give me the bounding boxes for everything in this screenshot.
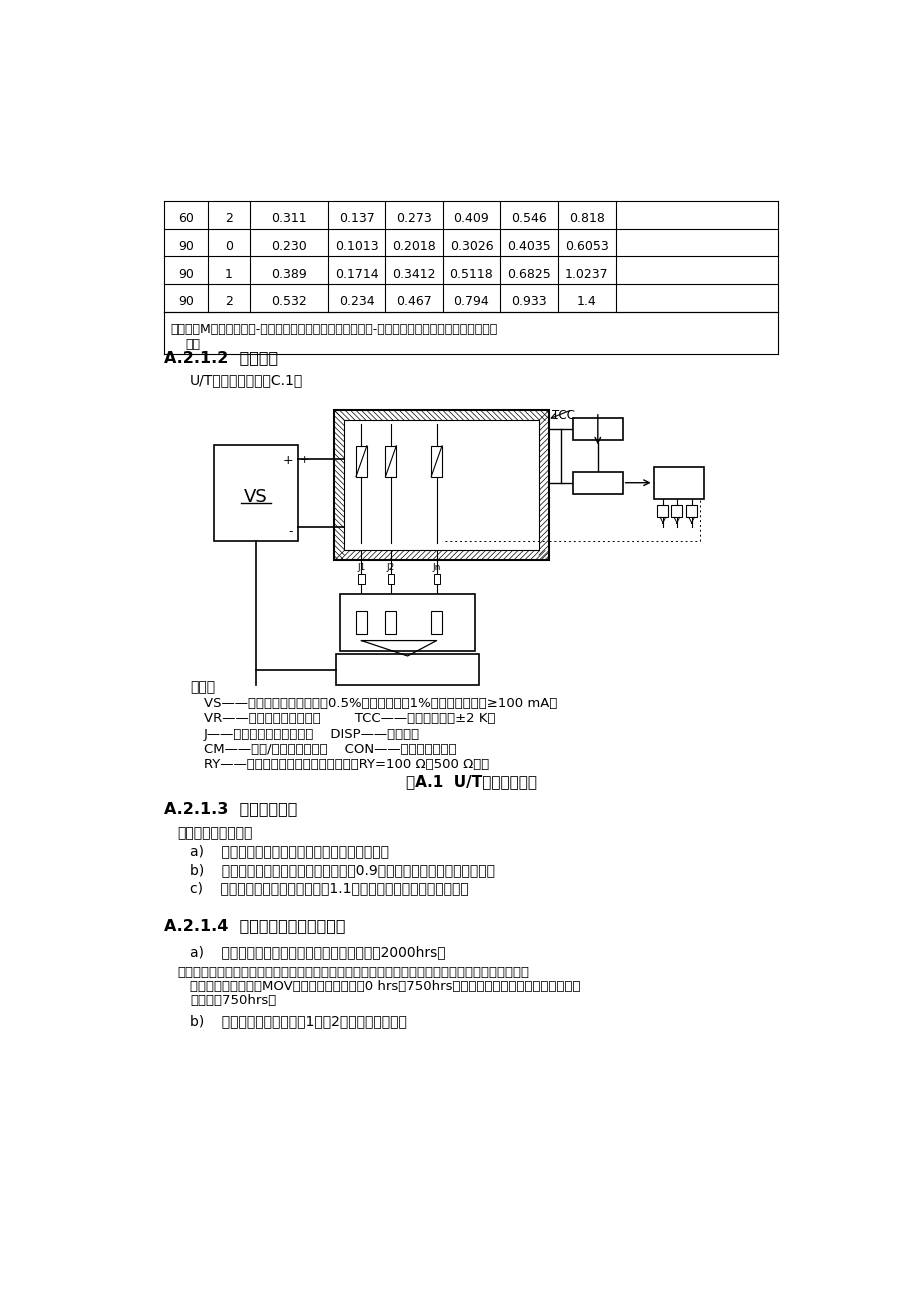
Text: a)    试验中超流继电器动作的样品，判定为失效；: a) 试验中超流继电器动作的样品，判定为失效； — [190, 845, 389, 858]
Text: VR: VR — [355, 426, 368, 435]
Bar — [339, 594, 475, 651]
Text: 0.389: 0.389 — [271, 267, 307, 280]
Text: 0.546: 0.546 — [511, 212, 547, 225]
Bar — [344, 421, 539, 551]
Text: 2: 2 — [225, 212, 233, 225]
Bar — [652, 466, 703, 499]
Text: CON: CON — [664, 477, 692, 490]
Text: 1: 1 — [225, 267, 233, 280]
Text: CM: CM — [587, 477, 607, 490]
Text: J——样品超流切断继电器；    DISP——显示屏；: J——样品超流切断继电器； DISP——显示屏； — [204, 728, 420, 741]
Text: J2: J2 — [386, 562, 394, 572]
Bar — [671, 505, 682, 517]
Text: 0.273: 0.273 — [396, 212, 432, 225]
Bar — [431, 611, 441, 634]
Text: VR: VR — [430, 426, 442, 435]
Text: 0.3412: 0.3412 — [392, 267, 436, 280]
Bar — [433, 574, 439, 585]
Text: 0.234: 0.234 — [338, 296, 374, 309]
Bar — [573, 471, 622, 493]
Text: U/T试验装置图见图C.1。: U/T试验装置图见图C.1。 — [190, 374, 303, 388]
Bar — [335, 655, 479, 685]
Text: 60: 60 — [177, 212, 194, 225]
Text: 0.818: 0.818 — [569, 212, 605, 225]
Text: 注：表中M级的累积元件-小时数用作计算其他各级累积元件-小时数的基准，它不是本表的构成项: 注：表中M级的累积元件-小时数用作计算其他各级累积元件-小时数的基准，它不是本表… — [170, 323, 497, 336]
Text: A.2.1.4  确定试验时间和样品数量: A.2.1.4 确定试验时间和样品数量 — [164, 918, 345, 934]
Bar — [573, 418, 622, 440]
Text: CM——电流/功率测量电路；    CON——超流检测电路；: CM——电流/功率测量电路； CON——超流检测电路； — [204, 743, 456, 756]
Text: 0.409: 0.409 — [453, 212, 489, 225]
Text: b)    样品数量：样品数量有1）、2）两种方案规定。: b) 样品数量：样品数量有1）、2）两种方案规定。 — [190, 1014, 406, 1029]
Bar — [356, 445, 367, 477]
Text: 应与随机干扰因素。MOV的早期失效出现在ﾈ0 hrs～750hrsﾉ试验时间内，因此寿命试验时间应: 应与随机干扰因素。MOV的早期失效出现在ﾈ0 hrs～750hrsﾉ试验时间内，… — [190, 980, 580, 993]
Bar — [385, 611, 396, 634]
Text: 0.794: 0.794 — [453, 296, 489, 309]
Text: VR——被试验压敏电阻器；        TCC——恒温试验筱，±2 K；: VR——被试验压敏电阻器； TCC——恒温试验筱，±2 K； — [204, 712, 495, 725]
Text: b)    试验后压敏电压测量値应等于或小于0.9倍初始値的样品，判定为失效；: b) 试验后压敏电压测量値应等于或小于0.9倍初始値的样品，判定为失效； — [190, 863, 494, 878]
Text: 0.532: 0.532 — [271, 296, 307, 309]
Text: 0.4035: 0.4035 — [506, 240, 550, 253]
Text: 0.467: 0.467 — [396, 296, 432, 309]
Text: A.2.1.2  试验装置: A.2.1.2 试验装置 — [164, 350, 278, 366]
Text: 0.1714: 0.1714 — [335, 267, 379, 280]
Text: 0.933: 0.933 — [511, 296, 547, 309]
Text: 90: 90 — [177, 296, 194, 309]
Text: VR: VR — [384, 426, 397, 435]
Text: 1.4: 1.4 — [576, 296, 596, 309]
Text: J1: J1 — [357, 562, 365, 572]
Text: 图A.1  U/T应力试验装置: 图A.1 U/T应力试验装置 — [405, 775, 537, 789]
Text: A.2.1.3  样品失效判据: A.2.1.3 样品失效判据 — [164, 802, 297, 816]
Bar — [358, 574, 364, 585]
Text: +: + — [282, 454, 293, 467]
Text: 0.5118: 0.5118 — [449, 267, 493, 280]
Text: Jn: Jn — [432, 562, 440, 572]
Text: 0.6825: 0.6825 — [506, 267, 550, 280]
Bar — [657, 505, 667, 517]
Text: 90: 90 — [177, 267, 194, 280]
Text: 样品失效判据如下：: 样品失效判据如下： — [176, 827, 252, 840]
Text: VS: VS — [244, 488, 267, 506]
Text: 说明：: 说明： — [190, 680, 215, 694]
Text: Jn: Jn — [686, 505, 695, 514]
Text: RY: RY — [356, 596, 367, 605]
Bar — [388, 574, 393, 585]
Text: c)    试验后限制电压値等于或大于1.1倍初始値的样品，判定为失效。: c) 试验后限制电压値等于或大于1.1倍初始値的样品，判定为失效。 — [190, 881, 469, 896]
Text: 0.2018: 0.2018 — [391, 240, 436, 253]
Text: 0.1013: 0.1013 — [335, 240, 379, 253]
Text: 0: 0 — [224, 240, 233, 253]
Text: TCC: TCC — [551, 409, 574, 422]
Text: DISP: DISP — [584, 423, 610, 436]
Bar — [334, 410, 549, 560]
Bar — [214, 445, 298, 542]
Text: RY: RY — [385, 596, 396, 605]
Text: 90: 90 — [177, 240, 194, 253]
Text: 注：寿命试验时间应满足两个要求：第一，有足够多的试样参数产生老化；第二，能区别真实老化效: 注：寿命试验时间应满足两个要求：第一，有足够多的试样参数产生老化；第二，能区别真… — [176, 966, 528, 979]
Text: 0.137: 0.137 — [338, 212, 374, 225]
Text: 目。: 目。 — [186, 339, 200, 352]
Bar — [431, 445, 441, 477]
Text: J1: J1 — [658, 505, 666, 514]
Text: RY——电流测量电阻（若无特别规定，RY=100 Ω～500 Ω）。: RY——电流测量电阻（若无特别规定，RY=100 Ω～500 Ω）。 — [204, 758, 489, 771]
Bar — [385, 445, 396, 477]
Text: RY: RY — [431, 596, 442, 605]
Text: 0.311: 0.311 — [271, 212, 306, 225]
Text: VS——可调直流电源，稳定度0.5%，交流文波＜1%，输出电流能力≥100 mA；: VS——可调直流电源，稳定度0.5%，交流文波＜1%，输出电流能力≥100 mA… — [204, 697, 557, 710]
Text: 0.230: 0.230 — [271, 240, 307, 253]
Text: +: + — [300, 456, 310, 465]
Text: J2: J2 — [673, 505, 680, 514]
Text: 0.6053: 0.6053 — [564, 240, 608, 253]
Bar — [356, 611, 367, 634]
Bar — [686, 505, 697, 517]
Text: 明显多于750hrs。: 明显多于750hrs。 — [190, 993, 276, 1006]
Text: a)    试验时间：除非另有规定，鉴定试验时间为2000hrs。: a) 试验时间：除非另有规定，鉴定试验时间为2000hrs。 — [190, 945, 446, 958]
Text: 1.0237: 1.0237 — [564, 267, 608, 280]
Text: 2: 2 — [225, 296, 233, 309]
Text: -: - — [289, 525, 293, 538]
Text: 0.3026: 0.3026 — [449, 240, 493, 253]
